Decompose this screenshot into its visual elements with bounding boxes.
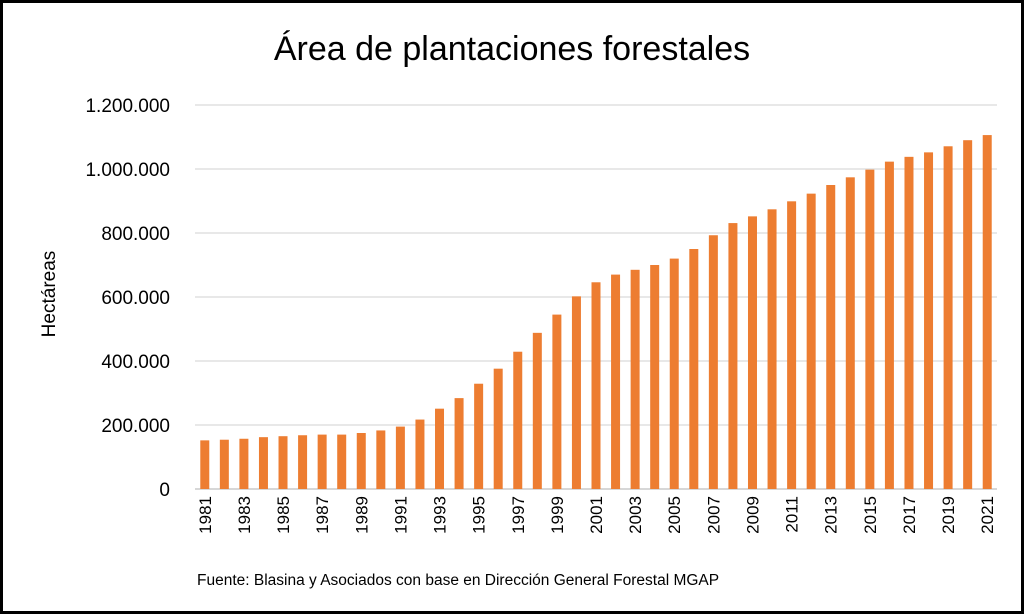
bar-1994 — [454, 398, 464, 489]
y-tick-label: 200.000 — [101, 416, 170, 437]
bar-2017 — [904, 156, 914, 489]
x-tick-label: 1995 — [470, 496, 489, 534]
x-tick-label: 2019 — [939, 496, 958, 534]
bar-2004 — [650, 265, 660, 489]
x-tick-label: 1997 — [509, 496, 528, 534]
bar-1984 — [258, 437, 268, 489]
bar-2018 — [924, 152, 934, 490]
x-tick-label: 2017 — [900, 496, 919, 534]
x-tick-label: 1985 — [274, 496, 293, 534]
bar-2013 — [826, 185, 836, 489]
bar-2021 — [982, 135, 992, 489]
y-tick-label: 400.000 — [101, 352, 170, 373]
bar-2012 — [806, 193, 816, 489]
x-tick-label: 2015 — [861, 496, 880, 534]
bar-1982 — [219, 439, 229, 489]
bar-1990 — [376, 430, 386, 489]
y-tick-label: 800.000 — [101, 224, 170, 245]
bar-1992 — [415, 419, 425, 489]
bar-1981 — [200, 440, 210, 489]
bar-2019 — [943, 146, 953, 489]
bar-1985 — [278, 436, 288, 489]
bar-2009 — [747, 216, 757, 490]
y-tick-label: 600.000 — [101, 288, 170, 309]
x-tick-label: 2013 — [822, 496, 841, 534]
bar-1999 — [552, 314, 562, 489]
bars — [200, 135, 992, 490]
bar-1989 — [356, 433, 366, 489]
x-tick-label: 2011 — [783, 496, 802, 533]
bar-1986 — [298, 435, 308, 489]
bar-2011 — [787, 201, 797, 489]
bar-1996 — [493, 368, 503, 489]
x-tick-label: 2021 — [978, 496, 997, 534]
chart-title: Área de plantaciones forestales — [274, 30, 750, 68]
bar-2015 — [865, 169, 875, 489]
bar-1991 — [395, 426, 405, 489]
bar-2010 — [767, 209, 777, 489]
bar-1998 — [532, 332, 542, 489]
bar-2003 — [630, 269, 640, 489]
x-tick-label: 1983 — [235, 496, 254, 534]
bar-2006 — [689, 249, 699, 489]
bar-1987 — [317, 434, 327, 489]
x-tick-label: 1989 — [352, 496, 371, 534]
x-tick-labels: 1981 1983 1985 1987 1989 1991 1993 1995 1997 1999… — [196, 496, 997, 534]
x-tick-label: 1991 — [391, 496, 410, 534]
y-tick-labels: 0 200.000 400.000 600.000 800.000 1.000.000 1.… — [85, 96, 170, 501]
x-tick-label: 2007 — [704, 496, 723, 534]
y-tick-label: 1.200.000 — [85, 96, 170, 117]
x-tick-label: 2005 — [665, 496, 684, 534]
x-tick-label: 1999 — [548, 496, 567, 534]
bar-1997 — [513, 351, 523, 489]
source-note: Fuente: Blasina y Asociados con base en … — [197, 572, 719, 589]
bar-2014 — [845, 177, 855, 489]
bar-2002 — [611, 274, 621, 489]
y-tick-label: 0 — [159, 480, 170, 501]
bar-2008 — [728, 223, 738, 489]
bar-2016 — [884, 161, 894, 489]
bar-2007 — [708, 235, 718, 489]
x-tick-label: 2003 — [626, 496, 645, 534]
bar-2000 — [571, 296, 581, 489]
x-tick-label: 1981 — [196, 496, 215, 534]
y-tick-label: 1.000.000 — [85, 160, 170, 181]
x-tick-label: 1993 — [431, 496, 450, 534]
x-tick-label: 2001 — [587, 496, 606, 534]
bar-1993 — [435, 408, 445, 489]
x-tick-label: 1987 — [313, 496, 332, 534]
y-axis-label: Hectáreas — [39, 251, 60, 338]
bar-1995 — [474, 383, 484, 489]
x-tick-label: 2009 — [743, 496, 762, 534]
bar-2005 — [669, 258, 679, 489]
bar-2001 — [591, 282, 601, 489]
bar-2020 — [963, 140, 973, 489]
bar-1988 — [337, 434, 347, 489]
bar-1983 — [239, 438, 249, 489]
